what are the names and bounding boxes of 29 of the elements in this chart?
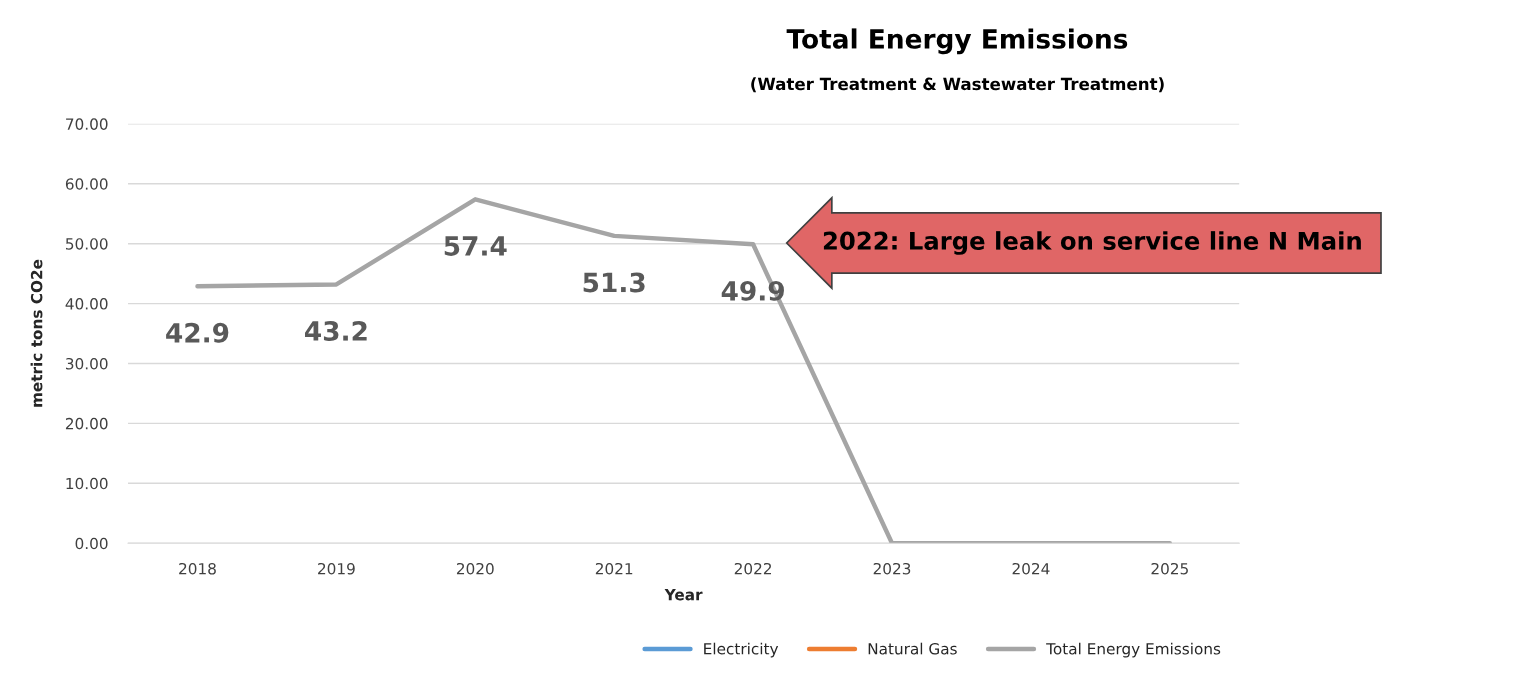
x-tick-label: 2021: [595, 562, 633, 575]
x-axis-title: Year: [664, 589, 703, 601]
x-tick-label: 2018: [179, 562, 216, 575]
x-tick-label: 2025: [1151, 562, 1188, 575]
x-tick-label: 2019: [318, 562, 355, 575]
data-label: 51.3: [583, 272, 645, 293]
x-tick-label: 2022: [734, 562, 772, 575]
legend-label: Total Energy Emissions: [1046, 642, 1221, 658]
data-label: 42.9: [166, 322, 229, 343]
x-tick-label: 2020: [456, 562, 494, 575]
x-tick-label: 2023: [873, 562, 911, 575]
y-tick-label: 70.00: [66, 118, 108, 130]
y-tick-label: 20.00: [65, 417, 108, 430]
chart-subtitle: (Water Treatment & Wastewater Treatment): [751, 77, 1164, 93]
y-tick-label: 0.00: [75, 537, 108, 550]
y-tick-label: 40.00: [65, 298, 108, 310]
data-label: 57.4: [444, 236, 507, 256]
y-tick-label: 30.00: [66, 357, 108, 370]
legend-label: Natural Gas: [868, 642, 957, 655]
legend-label: Electricity: [704, 642, 779, 658]
y-tick-label: 50.00: [66, 238, 108, 250]
annotation: 2022: Large leak on service line N Main: [823, 231, 1361, 255]
y-tick-label: 60.00: [65, 178, 108, 190]
data-label: 43.2: [305, 321, 367, 341]
y-axis-title: metric tons CO2e: [30, 259, 43, 407]
y-tick-label: 10.00: [66, 477, 108, 490]
x-tick-label: 2024: [1012, 562, 1050, 575]
data-label: 49.9: [721, 280, 784, 301]
chart-title: Total Energy Emissions: [786, 28, 1128, 55]
